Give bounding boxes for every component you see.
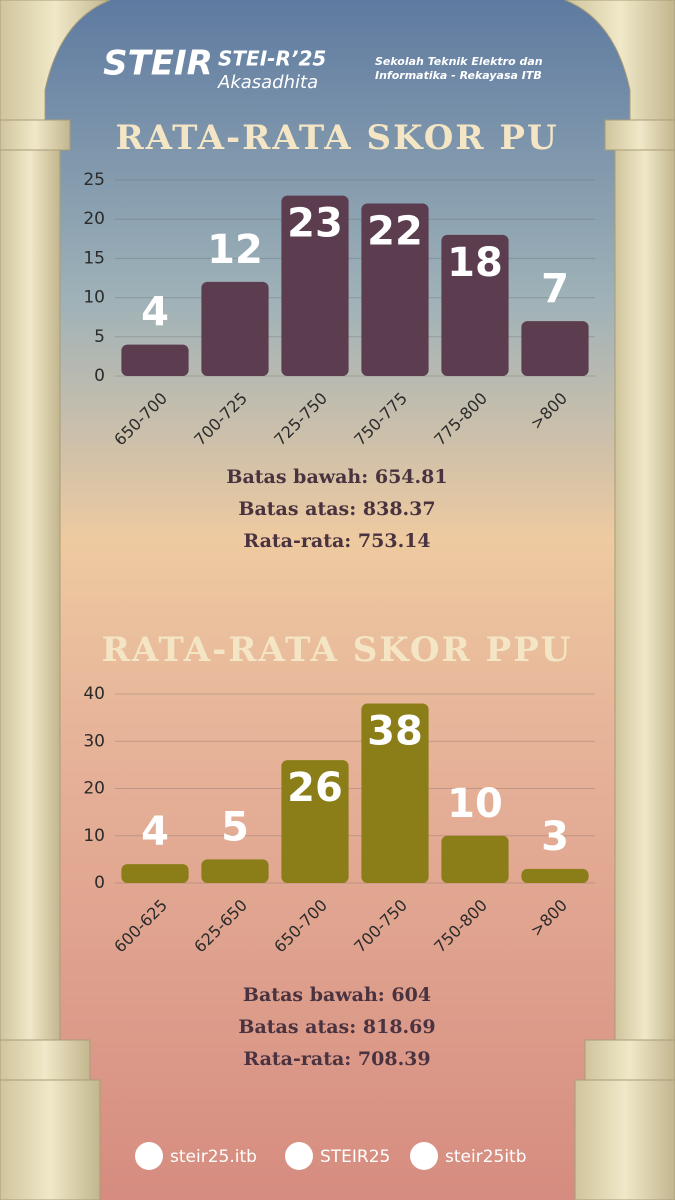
data-label: 38 [367, 708, 423, 754]
y-tick-label: 0 [94, 873, 105, 893]
bar [121, 344, 189, 376]
data-label: 3 [541, 814, 569, 860]
x-handle: STEIR25 [320, 1147, 390, 1167]
data-label: 4 [141, 290, 169, 336]
data-label: 22 [367, 209, 423, 255]
bar [281, 195, 349, 376]
data-label: 4 [141, 809, 169, 855]
footer: steir25.itb STEIR25 steir25itb [135, 1142, 527, 1170]
x-icon [285, 1142, 313, 1170]
y-tick-label: 20 [83, 209, 105, 229]
tiktok: steir25itb [445, 1147, 527, 1167]
y-tick-label: 10 [83, 826, 105, 846]
annotation: Batas bawah: 654.81 [226, 466, 447, 488]
y-tick-label: 0 [94, 366, 105, 386]
y-tick-label: 5 [94, 327, 105, 347]
bar [201, 859, 269, 883]
logo: STEIR [103, 44, 213, 84]
bar [521, 321, 589, 376]
institution-box: Sekolah Teknik Elektro dan Informatika -… [375, 55, 543, 82]
y-tick-label: 30 [83, 731, 105, 751]
bar [361, 203, 429, 376]
brand: STEI-R’25 [218, 47, 326, 71]
institution: Sekolah Teknik Elektro dan Informatika -… [375, 55, 543, 82]
data-label: 23 [287, 201, 343, 247]
y-tick-label: 25 [83, 170, 105, 190]
bar [441, 234, 509, 376]
annotation: Rata-rata: 753.14 [243, 530, 430, 552]
annotation: Batas bawah: 604 [243, 984, 431, 1006]
chart-title: RATA-RATA SKOR PU [115, 118, 558, 158]
data-label: 12 [207, 227, 263, 273]
data-label: 26 [287, 765, 343, 811]
chart-title: RATA-RATA SKOR PPU [102, 630, 573, 670]
bar [121, 864, 189, 883]
instagram-icon [135, 1142, 163, 1170]
y-tick-label: 40 [83, 684, 105, 704]
tiktok-icon [410, 1142, 438, 1170]
bar [361, 703, 429, 883]
bar [281, 760, 349, 883]
y-tick-label: 10 [83, 288, 105, 308]
brand-subtitle: Akasadhita [217, 72, 318, 93]
data-label: 10 [447, 781, 503, 827]
annotation: Batas atas: 838.37 [238, 498, 435, 520]
annotation: Batas atas: 818.69 [238, 1016, 435, 1038]
bar [201, 281, 269, 376]
data-label: 5 [221, 804, 249, 850]
data-label: 7 [541, 266, 569, 312]
instagram: steir25.itb [170, 1147, 257, 1167]
annotation: Rata-rata: 708.39 [243, 1048, 430, 1070]
bar [521, 868, 589, 883]
y-tick-label: 20 [83, 779, 105, 799]
y-tick-label: 15 [83, 248, 105, 268]
bar [441, 835, 509, 883]
data-label: 18 [447, 240, 503, 286]
